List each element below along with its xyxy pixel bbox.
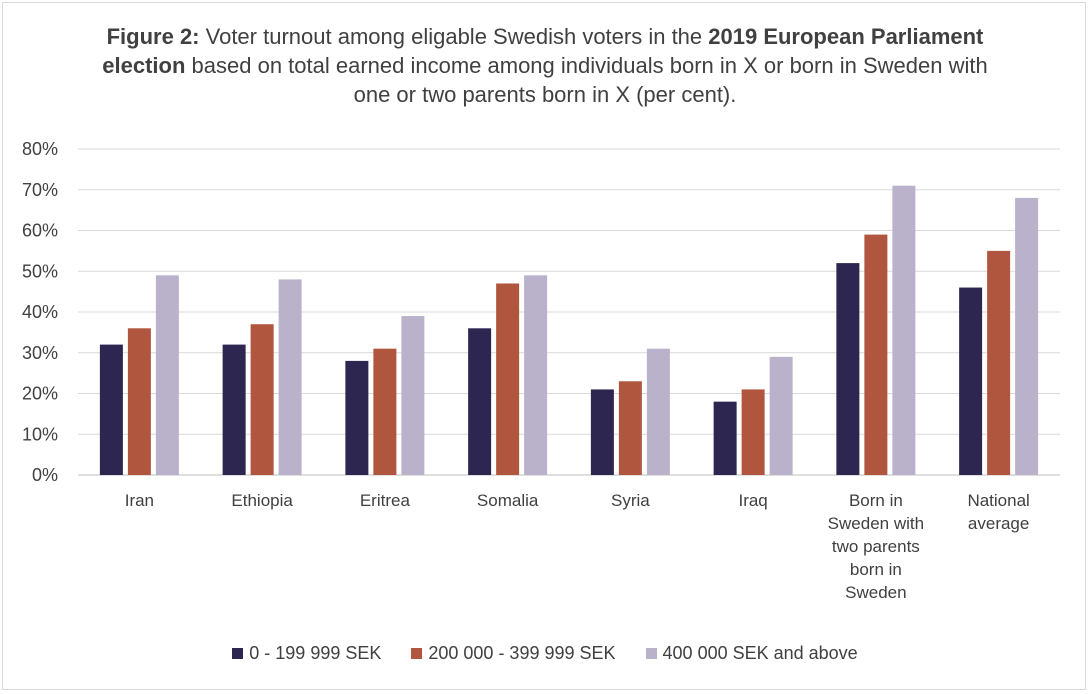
- bar-s0-c0: [99, 344, 123, 475]
- bar-s2-c7: [1015, 197, 1039, 475]
- bar-s2-c1: [278, 279, 302, 475]
- y-tick-label: 30%: [22, 343, 58, 363]
- bar-s2-c6: [892, 185, 916, 476]
- y-tick-label: 40%: [22, 302, 58, 322]
- legend-label-1: 200 000 - 399 999 SEK: [428, 643, 616, 663]
- x-tick-label: Born in: [849, 491, 903, 510]
- bars: [99, 185, 1039, 476]
- x-tick-label: Ethiopia: [231, 491, 293, 510]
- x-tick-label: Eritrea: [360, 491, 411, 510]
- title-text-part1: Voter turnout among eligable Swedish vot…: [199, 24, 709, 49]
- title-text-part2: based on total earned income among indiv…: [185, 53, 988, 107]
- y-tick-label: 80%: [22, 139, 58, 159]
- legend-item-series-0: 0 - 199 999 SEK: [232, 643, 381, 664]
- legend-item-series-1: 200 000 - 399 999 SEK: [411, 643, 616, 664]
- legend-item-series-2: 400 000 SEK and above: [645, 643, 858, 664]
- x-tick-label: average: [968, 514, 1029, 533]
- x-tick-label: born in: [850, 560, 902, 579]
- y-tick-label: 60%: [22, 221, 58, 241]
- x-tick-label: Somalia: [477, 491, 539, 510]
- y-tick-label: 0%: [32, 465, 58, 485]
- bar-s1-c3: [496, 283, 520, 475]
- bar-s1-c5: [741, 389, 765, 475]
- bar-s2-c4: [646, 348, 670, 475]
- x-tick-label: National: [967, 491, 1029, 510]
- bar-s2-c5: [769, 356, 793, 475]
- bar-s0-c1: [222, 344, 246, 475]
- chart-title: Figure 2: Voter turnout among eligable S…: [95, 22, 995, 109]
- legend-swatch-0: [232, 648, 244, 659]
- bar-s0-c2: [345, 360, 369, 475]
- bar-s1-c4: [618, 381, 642, 475]
- bar-s0-c3: [468, 328, 492, 475]
- x-tick-label: Sweden: [845, 583, 906, 602]
- bar-s0-c6: [836, 263, 860, 475]
- legend-swatch-1: [411, 648, 423, 659]
- title-figure-label: Figure 2:: [106, 24, 200, 49]
- x-axis: Iran Ethiopia Eritrea Somalia Syria Iraq Born …: [125, 491, 1030, 602]
- y-tick-label: 10%: [22, 424, 58, 444]
- x-tick-label: Sweden with: [828, 514, 924, 533]
- legend-label-2: 400 000 SEK and above: [662, 643, 858, 663]
- x-tick-label: Iraq: [738, 491, 767, 510]
- bar-s0-c4: [590, 389, 614, 475]
- y-tick-label: 50%: [22, 261, 58, 281]
- legend: 0 - 199 999 SEK 200 000 - 399 999 SEK 40…: [0, 643, 1090, 664]
- title-election-name: 2019 European Parliament election: [102, 24, 984, 78]
- bar-s2-c2: [401, 316, 425, 475]
- x-tick-label: Syria: [611, 491, 650, 510]
- legend-label-0: 0 - 199 999 SEK: [249, 643, 382, 663]
- bar-s1-c0: [127, 328, 151, 475]
- y-tick-label: 70%: [22, 180, 58, 200]
- legend-swatch-2: [645, 648, 657, 659]
- bar-s0-c5: [713, 401, 737, 475]
- bar-s2-c3: [524, 275, 548, 475]
- y-tick-label: 20%: [22, 384, 58, 404]
- bar-s1-c6: [864, 234, 888, 475]
- bar-s1-c2: [373, 348, 397, 475]
- x-tick-label: Iran: [125, 491, 154, 510]
- bar-s2-c0: [155, 275, 179, 475]
- bar-s0-c7: [959, 287, 983, 475]
- y-axis: 0% 10% 20% 30% 40% 50% 60% 70% 80%: [22, 139, 58, 485]
- bar-s1-c1: [250, 324, 274, 475]
- x-tick-label: two parents: [832, 537, 920, 556]
- bar-s1-c7: [987, 250, 1011, 475]
